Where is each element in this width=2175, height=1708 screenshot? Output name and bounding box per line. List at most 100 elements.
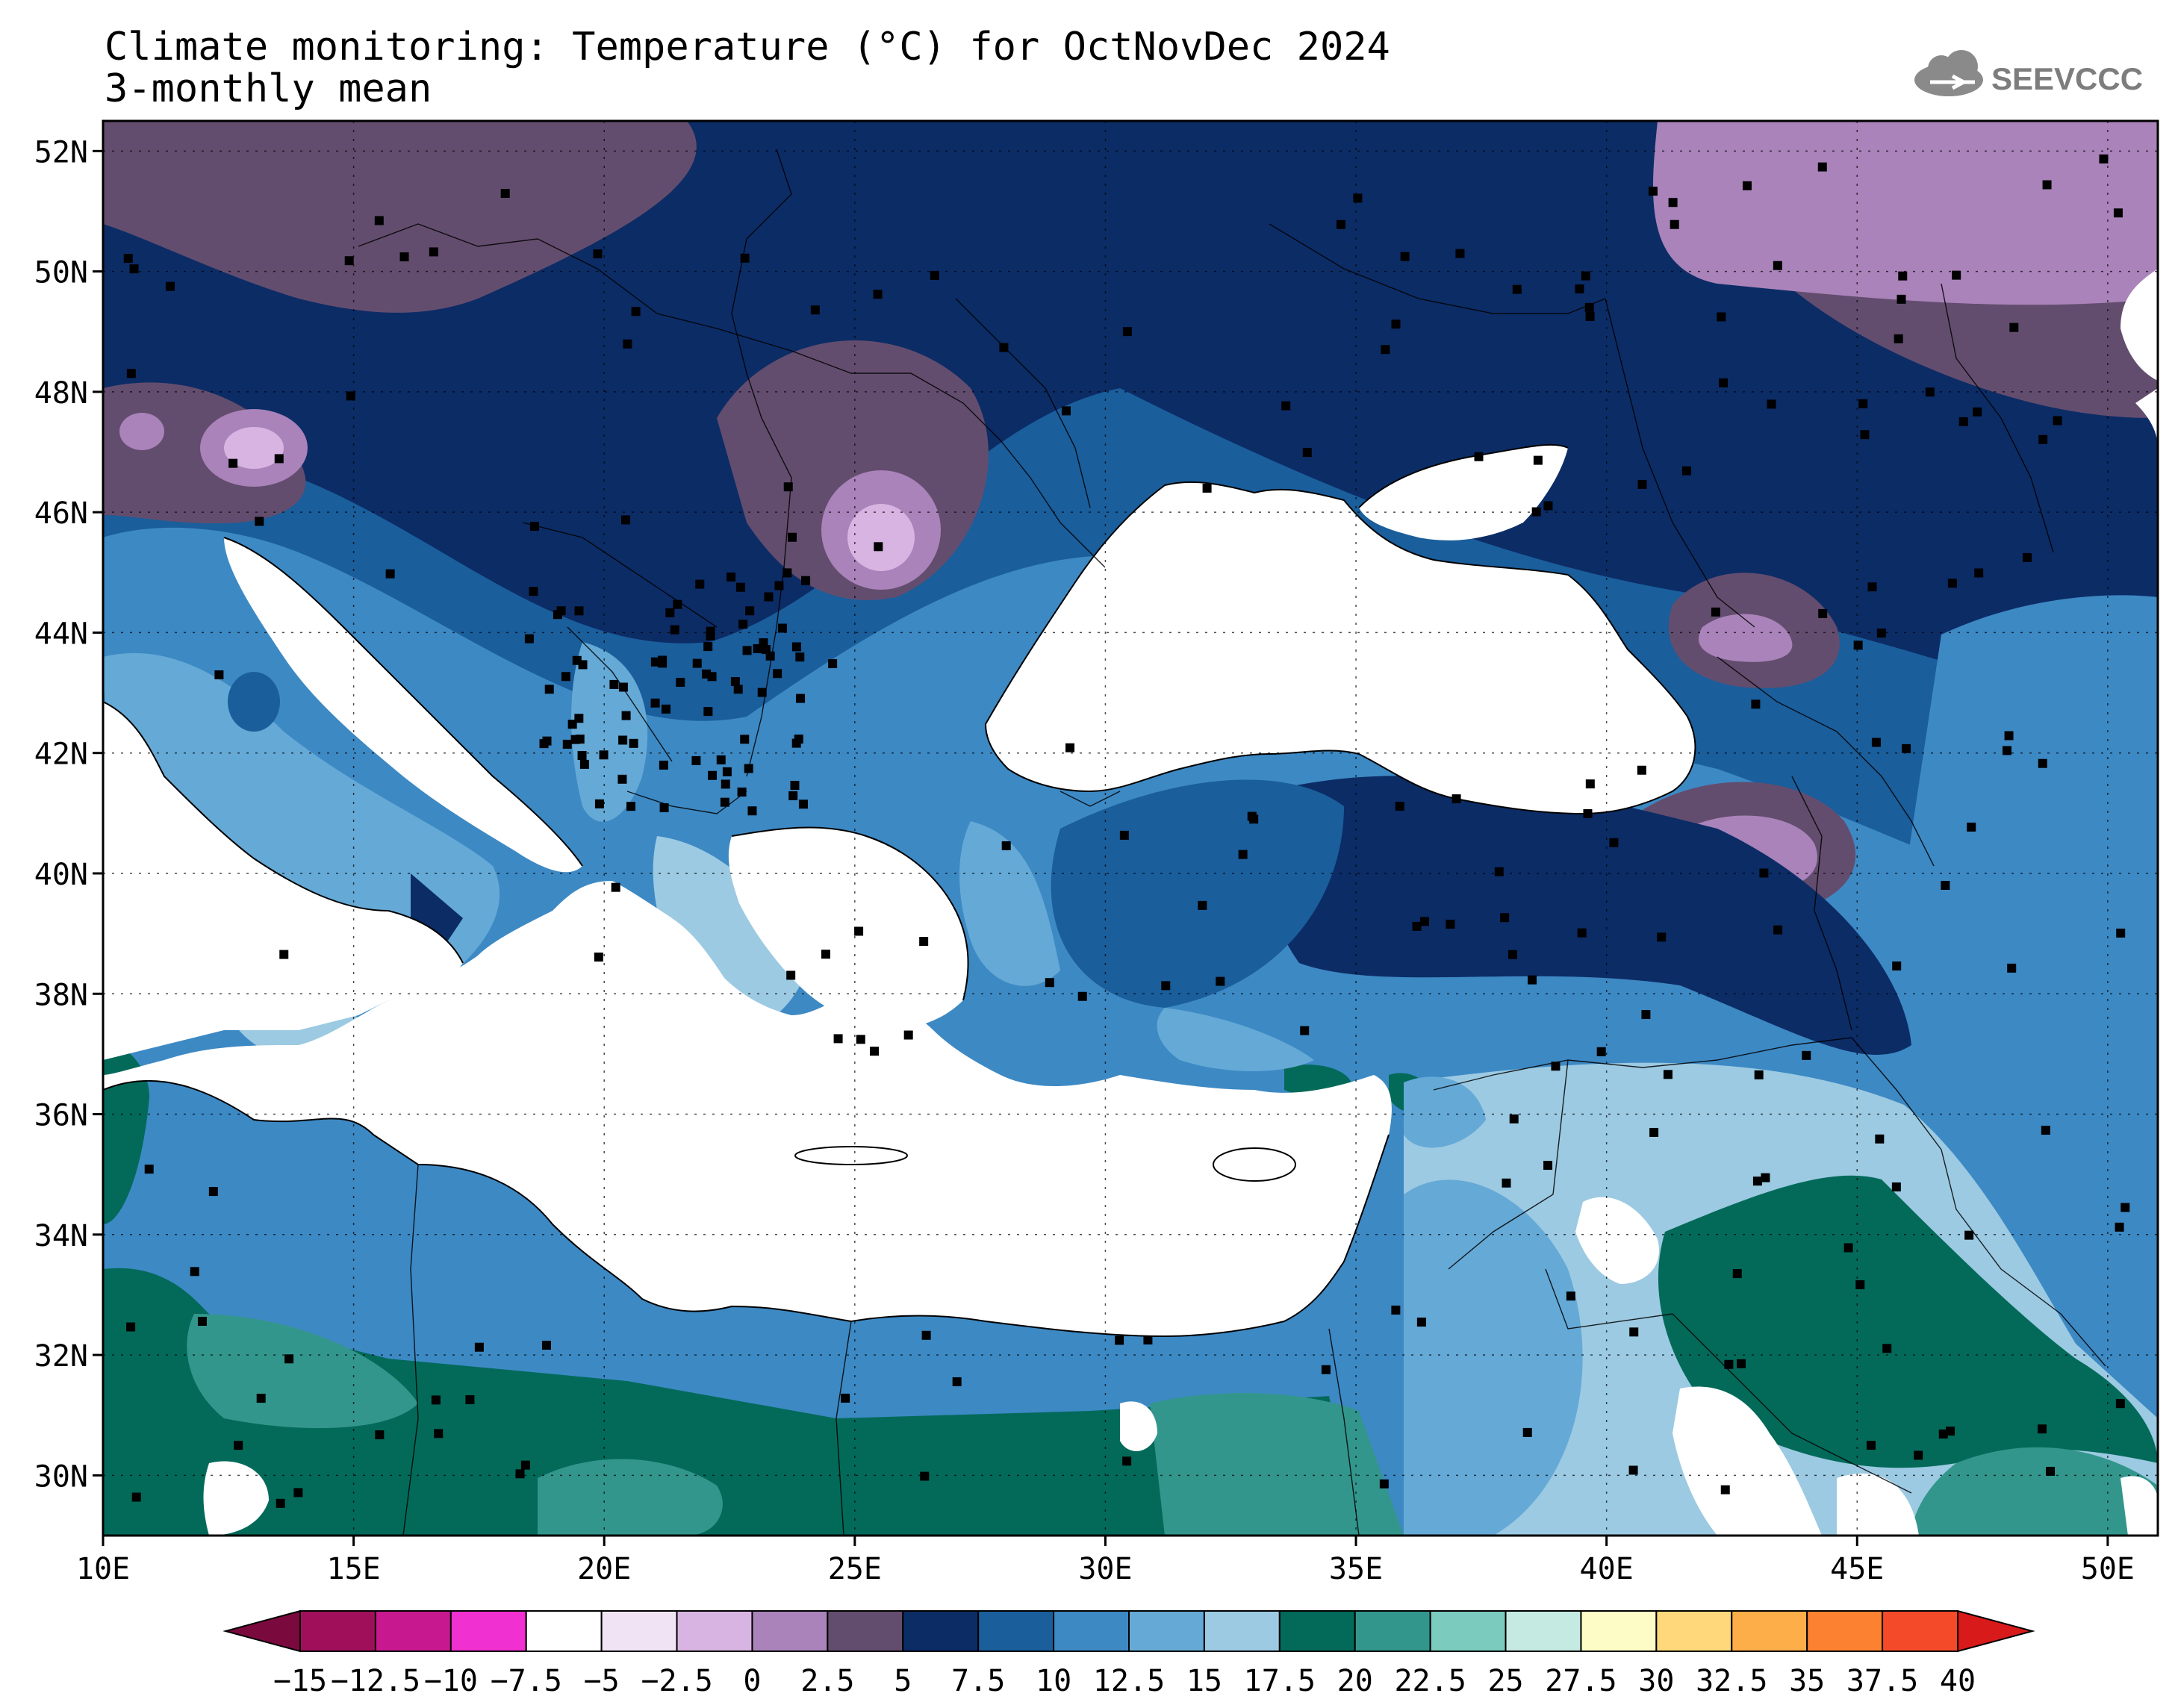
station-marker (703, 707, 713, 717)
station-marker (659, 803, 669, 813)
station-marker (500, 189, 510, 199)
station-marker (1641, 1010, 1651, 1020)
station-marker (742, 646, 752, 655)
lat-tick-label: 48N (34, 376, 88, 411)
station-marker (429, 247, 438, 257)
station-marker (919, 937, 929, 947)
station-marker (1759, 868, 1769, 878)
station-marker (744, 764, 753, 773)
station-marker (126, 369, 136, 378)
station-markers (123, 154, 2130, 1508)
station-marker (650, 698, 660, 708)
station-marker (1528, 975, 1537, 985)
station-marker (1724, 1359, 1734, 1369)
station-marker (1507, 950, 1517, 959)
station-marker (1875, 1134, 1885, 1144)
station-marker (1649, 1127, 1659, 1137)
station-marker (782, 568, 792, 578)
station-marker (1446, 920, 1455, 929)
map-subtitle: 3-monthly mean (105, 66, 432, 111)
station-marker (1300, 1026, 1310, 1035)
station-marker (757, 688, 767, 697)
station-marker (1302, 448, 1312, 458)
station-marker (631, 307, 641, 317)
station-marker (620, 515, 630, 525)
station-marker (1419, 917, 1429, 926)
station-marker (673, 599, 682, 609)
station-marker (1773, 925, 1783, 935)
station-marker (1391, 1305, 1401, 1315)
station-marker (759, 638, 768, 648)
station-marker (777, 623, 787, 633)
station-marker (2038, 434, 2048, 444)
lon-tick-label: 45E (1830, 1552, 1884, 1586)
station-marker (1964, 1230, 1974, 1240)
station-marker (1543, 501, 1553, 511)
station-marker (794, 735, 803, 744)
station-marker (1860, 430, 1870, 440)
station-marker (659, 760, 668, 770)
station-marker (1455, 249, 1465, 258)
latitude-labels: 52N 50N 48N 46N 44N 42N 40N 38N 36N 34N 32N 30N (34, 135, 103, 1494)
station-marker (123, 254, 133, 264)
station-marker (1337, 219, 1346, 229)
station-marker (1947, 579, 1957, 588)
station-marker (740, 253, 750, 263)
station-marker (2120, 1203, 2130, 1212)
station-marker (562, 739, 572, 749)
station-marker (1742, 181, 1752, 190)
station-marker (2115, 1222, 2124, 1232)
station-marker (1512, 284, 1522, 294)
station-marker (787, 532, 797, 542)
station-marker (1379, 1479, 1389, 1489)
lat-tick-label: 44N (34, 617, 88, 651)
station-marker (1412, 921, 1422, 931)
station-marker (579, 759, 589, 769)
station-marker (1670, 219, 1679, 229)
station-marker (2023, 552, 2032, 562)
station-marker (1637, 765, 1646, 775)
logo-text: SEEVCCC (1991, 61, 2143, 96)
station-marker (721, 779, 730, 789)
station-marker (952, 1377, 962, 1386)
station-marker (131, 1492, 141, 1502)
lat-tick-label: 36N (34, 1099, 88, 1133)
station-marker (1974, 568, 1984, 578)
station-marker (165, 281, 175, 291)
station-marker (276, 1498, 285, 1508)
station-marker (1637, 479, 1647, 489)
station-marker (1416, 1318, 1426, 1327)
station-marker (737, 787, 747, 797)
station-marker (1143, 1335, 1153, 1345)
station-marker (1752, 1176, 1762, 1186)
station-marker (1161, 981, 1171, 991)
station-marker (1533, 455, 1543, 465)
station-marker (524, 634, 534, 643)
station-marker (570, 735, 580, 744)
station-marker (577, 751, 587, 761)
station-marker (790, 781, 800, 791)
station-marker (1122, 327, 1132, 337)
station-marker (869, 1047, 879, 1056)
station-marker (791, 642, 801, 652)
station-marker (665, 608, 675, 617)
station-marker (2099, 154, 2109, 163)
station-marker (1474, 452, 1484, 461)
station-marker (733, 685, 743, 694)
station-marker (676, 677, 685, 687)
station-marker (795, 652, 805, 662)
station-marker (431, 1395, 441, 1405)
station-marker (1657, 932, 1667, 942)
station-marker (716, 755, 726, 764)
station-marker (2041, 1126, 2050, 1135)
station-marker (1898, 271, 1908, 281)
gridlines (103, 121, 2158, 1536)
station-marker (1609, 838, 1619, 847)
station-marker (722, 767, 732, 776)
station-marker (1871, 738, 1881, 747)
station-marker (474, 1342, 484, 1352)
station-marker (788, 791, 798, 800)
station-marker (726, 572, 736, 582)
station-marker (578, 660, 588, 670)
station-marker (2115, 1399, 2125, 1409)
